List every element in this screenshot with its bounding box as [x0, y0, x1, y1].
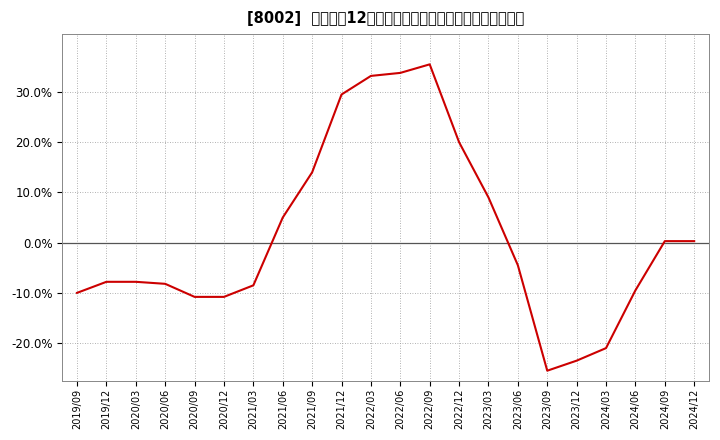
Title: [8002]  売上高の12か月移動合計の対前年同期増減率の推移: [8002] 売上高の12か月移動合計の対前年同期増減率の推移	[247, 11, 524, 26]
